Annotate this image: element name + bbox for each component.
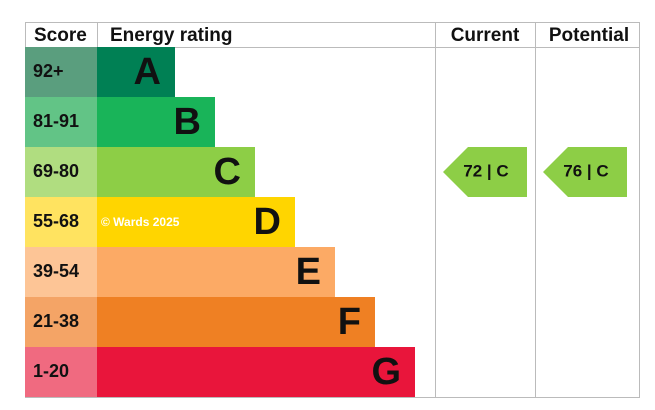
score-label: 21-38 bbox=[33, 311, 79, 331]
rating-bar bbox=[97, 347, 415, 397]
score-label: 1-20 bbox=[33, 361, 69, 381]
rating-letter: F bbox=[338, 301, 361, 343]
score-cell bbox=[25, 147, 97, 197]
score-cell bbox=[25, 97, 97, 147]
score-cell bbox=[25, 347, 97, 397]
score-cell bbox=[25, 197, 97, 247]
score-label: 92+ bbox=[33, 61, 64, 81]
score-label: 69-80 bbox=[33, 161, 79, 181]
potential-label: 76 | C bbox=[563, 161, 608, 180]
rating-letter: G bbox=[371, 351, 401, 393]
header: Potential bbox=[549, 25, 629, 46]
rating-letter: D bbox=[254, 201, 281, 243]
potential-arrow bbox=[543, 147, 627, 197]
score-label: 81-91 bbox=[33, 111, 79, 131]
watermark: © Wards 2025 bbox=[101, 215, 180, 229]
score-label: 55-68 bbox=[33, 211, 79, 231]
rating-bar bbox=[97, 197, 295, 247]
rating-bar bbox=[97, 47, 175, 97]
header: Energy rating bbox=[110, 25, 232, 46]
score-label: 39-54 bbox=[33, 261, 79, 281]
rating-letter: B bbox=[174, 101, 201, 143]
current-arrow bbox=[443, 147, 527, 197]
rating-letter: C bbox=[214, 151, 241, 193]
rating-letter: E bbox=[296, 251, 321, 293]
rating-letter: A bbox=[134, 51, 161, 93]
rating-bar bbox=[97, 247, 335, 297]
current-label: 72 | C bbox=[463, 161, 508, 180]
header: Current bbox=[451, 25, 520, 46]
rating-bar bbox=[97, 97, 215, 147]
rating-bar bbox=[97, 297, 375, 347]
header: Score bbox=[34, 25, 87, 46]
score-cell bbox=[25, 47, 97, 97]
rating-bar bbox=[97, 147, 255, 197]
score-cell bbox=[25, 247, 97, 297]
score-cell bbox=[25, 297, 97, 347]
bands: 92+ A 81-91 B 69-80 C 55-68 D 39-54 E 21-38 F 1-20 G bbox=[25, 47, 415, 397]
